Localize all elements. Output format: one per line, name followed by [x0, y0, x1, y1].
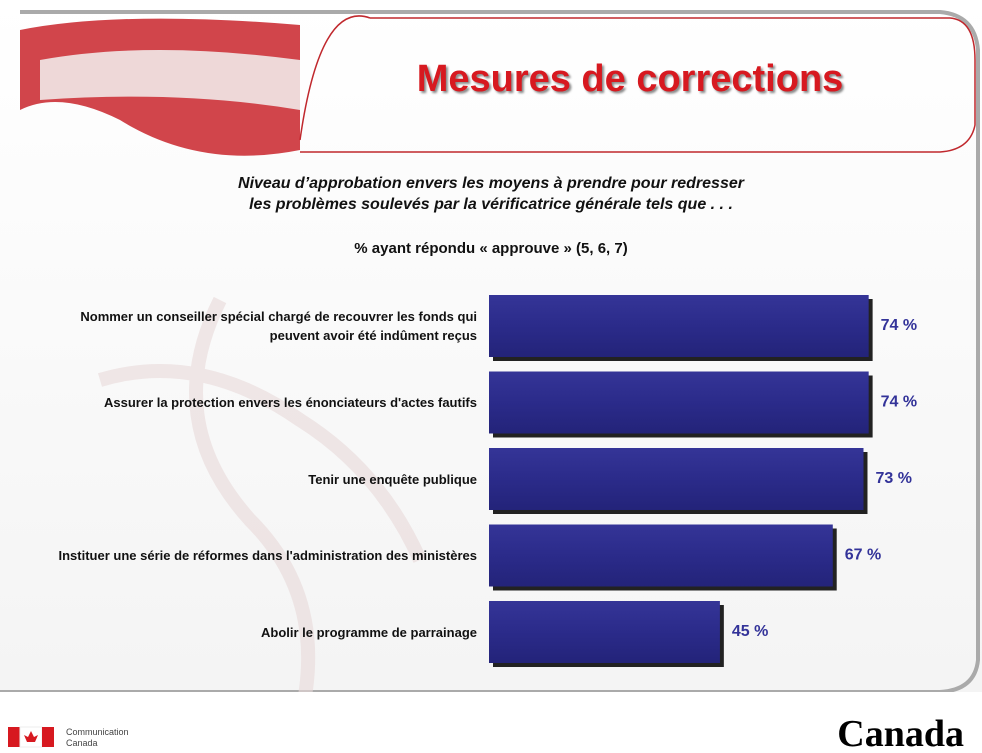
category-label: Nommer un conseiller spécial chargé de r…: [57, 295, 477, 357]
category-text: Tenir une enquête publique: [308, 471, 477, 487]
title-frame: [299, 15, 976, 153]
subtitle: Niveau d’approbation envers les moyens à…: [238, 175, 744, 192]
category-label: Instituer une série de réformes dans l'a…: [57, 525, 477, 587]
category-label: Assurer la protection envers les énoncia…: [57, 372, 477, 434]
leaf-watermark: [97, 296, 427, 722]
flag-icon: [24, 731, 38, 742]
department-name: Communication: [66, 727, 129, 737]
bar-shade: [489, 371, 869, 434]
chart-title: Mesures de corrections: [416, 58, 844, 100]
bar-shade: [489, 295, 869, 357]
frame: [0, 10, 980, 694]
department-name: Canada: [66, 738, 98, 748]
category-text: Instituer une série de réformes dans l'a…: [58, 548, 477, 563]
category-label: Tenir une enquête publique: [57, 448, 477, 510]
value-label: 74 %: [881, 317, 917, 334]
category-text: Assurer la protection envers les énoncia…: [103, 395, 477, 410]
wordmark: Canada: [837, 713, 964, 753]
bar-shade: [489, 448, 864, 510]
category-label: Abolir le programme de parrainage: [57, 601, 477, 663]
value-label: 74 %: [881, 394, 917, 411]
measure-label: % ayant répondu « approuve » (5, 6, 7): [354, 240, 628, 257]
bar-shade: [489, 601, 720, 663]
category-text: Abolir le programme de parrainage: [260, 624, 477, 640]
subtitle: les problèmes soulevés par la vérificatr…: [249, 196, 733, 213]
flag-icon: [42, 727, 54, 747]
category-text: Nommer un conseiller spécial chargé de r…: [80, 309, 477, 343]
footer-band: [0, 692, 982, 753]
value-label: 67 %: [845, 547, 881, 564]
bar-shade: [489, 524, 833, 587]
value-label: 73 %: [875, 470, 911, 487]
flag-decoration: [40, 50, 300, 110]
flag-icon: [8, 727, 20, 747]
value-label: 45 %: [732, 623, 768, 640]
